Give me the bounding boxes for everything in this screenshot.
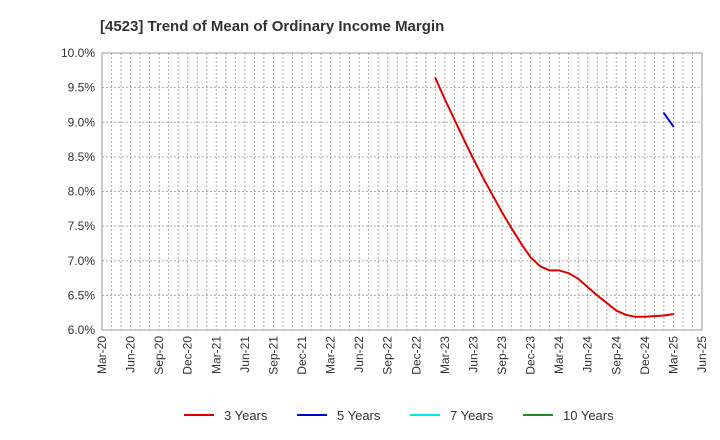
y-tick-label: 10.0% — [61, 46, 95, 60]
x-tick-label: Mar-23 — [438, 336, 452, 374]
x-tick-label: Jun-20 — [124, 336, 138, 373]
x-tick-label: Mar-20 — [95, 336, 109, 374]
y-tick-label: 9.0% — [68, 115, 96, 129]
x-tick-label: Sep-24 — [609, 336, 623, 375]
y-tick-label: 7.5% — [68, 219, 96, 233]
x-tick-label: Mar-21 — [209, 336, 223, 374]
x-tick-label: Jun-21 — [238, 336, 252, 373]
legend-label: 5 Years — [337, 408, 381, 423]
series-line-3-years — [434, 76, 675, 318]
x-tick-label: Jun-22 — [352, 336, 366, 373]
y-tick-label: 8.5% — [68, 150, 96, 164]
y-tick-label: 7.0% — [68, 254, 96, 268]
x-tick-label: Dec-22 — [409, 336, 423, 375]
x-tick-label: Sep-22 — [381, 336, 395, 375]
x-tick-label: Dec-24 — [638, 336, 652, 375]
x-tick-label: Dec-21 — [295, 336, 309, 375]
legend-label: 10 Years — [563, 408, 614, 423]
legend-label: 7 Years — [450, 408, 494, 423]
x-tick-label: Mar-25 — [666, 336, 680, 374]
grid — [101, 52, 703, 331]
x-tick-label: Dec-20 — [181, 336, 195, 375]
x-axis-ticks: Mar-20 Jun-20 Sep-20 Dec-20 Mar-21 Jun-21 Sep-… — [95, 336, 709, 375]
chart-title: [4523] Trend of Mean of Ordinary Income … — [100, 18, 444, 35]
series-lines — [434, 76, 675, 318]
y-tick-label: 6.5% — [68, 288, 96, 302]
y-axis-ticks: 6.0% 6.5% 7.0% 7.5% 8.0% 8.5% 9.0% 9.5% 10.0% — [61, 46, 95, 337]
x-tick-label: Jun-24 — [581, 336, 595, 373]
x-tick-label: Dec-23 — [524, 336, 538, 375]
y-tick-label: 9.5% — [68, 81, 96, 95]
plot-area-frame — [101, 52, 703, 331]
x-tick-label: Sep-23 — [495, 336, 509, 375]
y-tick-label: 6.0% — [68, 323, 96, 337]
legend: 3 Years 5 Years 7 Years 10 Years — [184, 408, 614, 423]
series-line-5-years — [662, 112, 675, 128]
x-tick-label: Jun-23 — [466, 336, 480, 373]
x-tick-label: Sep-21 — [266, 336, 280, 375]
y-tick-label: 8.0% — [68, 185, 96, 199]
x-tick-label: Mar-24 — [552, 336, 566, 374]
x-tick-label: Sep-20 — [152, 336, 166, 375]
x-tick-label: Jun-25 — [695, 336, 709, 373]
legend-label: 3 Years — [224, 408, 268, 423]
x-tick-label: Mar-22 — [324, 336, 338, 374]
